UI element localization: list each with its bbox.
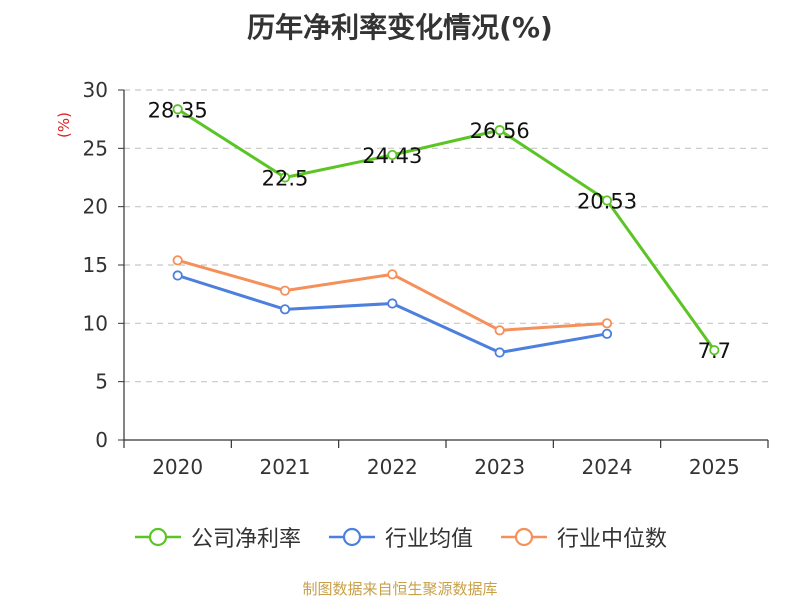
- gridlines: [124, 89, 768, 383]
- series-line-1: [177, 274, 608, 354]
- y-axis-label: (%): [55, 112, 73, 138]
- data-labels: 28.35 22.5 24.43 26.56 20.53 7.7: [148, 98, 731, 363]
- data-point: [172, 104, 183, 115]
- y-tick-label: 15: [83, 253, 108, 277]
- x-tick-label: 2020: [152, 455, 203, 479]
- data-label: 7.7: [698, 339, 731, 363]
- data-label: 26.56: [470, 119, 530, 143]
- data-label: 28.35: [148, 98, 208, 122]
- y-tick-label: 5: [95, 370, 108, 394]
- series-lines: [172, 104, 720, 358]
- data-point: [279, 285, 291, 296]
- legend-item[interactable]: 公司净利率: [133, 521, 301, 553]
- data-point: [172, 270, 183, 281]
- data-point: [494, 347, 505, 358]
- data-point: [279, 172, 291, 183]
- data-point: [601, 318, 613, 329]
- data-point: [601, 195, 613, 206]
- x-tick-label: 2024: [582, 455, 633, 479]
- legend-item[interactable]: 行业中位数: [499, 521, 667, 553]
- data-point: [709, 345, 720, 356]
- legend-marker-icon: [134, 527, 181, 547]
- y-tick-label: 20: [83, 195, 108, 219]
- legend: 公司净利率 行业均值 行业中位数: [0, 520, 800, 554]
- legend-label: 行业中位数: [557, 527, 668, 552]
- y-tick-label: 0: [95, 428, 108, 452]
- series-line-0: [176, 107, 716, 352]
- data-source-note: 制图数据来自恒生聚源数据库: [302, 580, 498, 598]
- data-point: [494, 125, 505, 136]
- data-point: [494, 325, 505, 336]
- x-tick-label: 2022: [367, 455, 418, 479]
- x-tick-label: 2023: [474, 455, 525, 479]
- data-point: [279, 304, 291, 315]
- data-point: [172, 255, 183, 266]
- legend-marker-icon: [328, 527, 375, 547]
- data-point: [387, 269, 398, 280]
- legend-label: 行业均值: [384, 527, 473, 552]
- data-point: [387, 298, 398, 309]
- data-point: [387, 149, 398, 161]
- y-tick-label: 25: [83, 136, 108, 160]
- x-tick-label: 2021: [260, 455, 311, 479]
- y-tick-label: 30: [83, 78, 108, 102]
- x-tick-label: 2025: [689, 455, 740, 479]
- y-tick-label: 10: [83, 311, 108, 335]
- legend-marker-icon: [501, 527, 547, 547]
- data-label: 24.43: [362, 144, 422, 168]
- data-label: 20.53: [577, 189, 637, 213]
- legend-item[interactable]: 行业均值: [327, 521, 473, 553]
- chart-title: 历年净利率变化情况(%): [247, 11, 553, 44]
- data-point: [601, 328, 613, 339]
- legend-label: 公司净利率: [190, 527, 301, 552]
- data-label: 22.5: [262, 167, 309, 191]
